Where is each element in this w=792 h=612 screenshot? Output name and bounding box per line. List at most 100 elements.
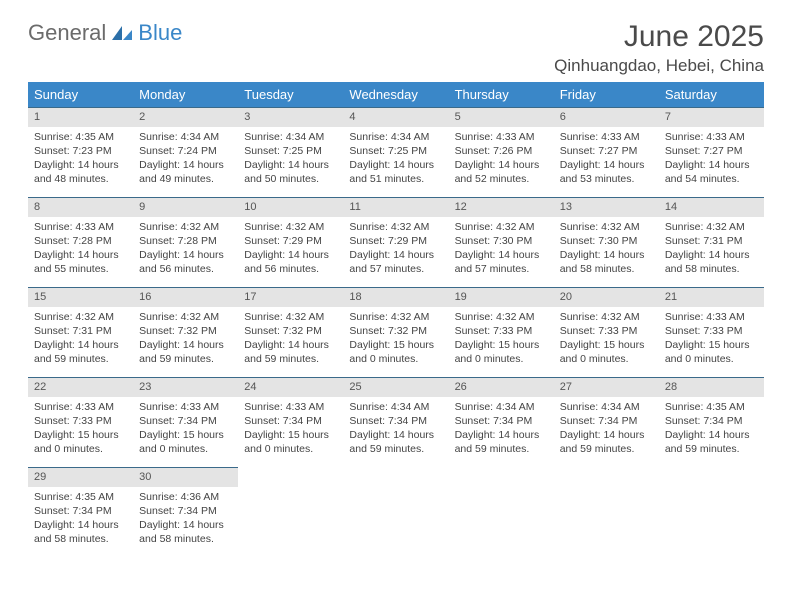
daylight-line: Daylight: 15 hours and 0 minutes. bbox=[349, 338, 442, 366]
day-cell: 16Sunrise: 4:32 AMSunset: 7:32 PMDayligh… bbox=[133, 287, 238, 377]
sunset-line: Sunset: 7:26 PM bbox=[455, 144, 548, 158]
sunrise-line: Sunrise: 4:36 AM bbox=[139, 490, 232, 504]
day-cell: 21Sunrise: 4:33 AMSunset: 7:33 PMDayligh… bbox=[659, 287, 764, 377]
daylight-line: Daylight: 14 hours and 59 minutes. bbox=[560, 428, 653, 456]
sunset-line: Sunset: 7:32 PM bbox=[244, 324, 337, 338]
sunset-line: Sunset: 7:24 PM bbox=[139, 144, 232, 158]
weekday-sunday: Sunday bbox=[28, 82, 133, 107]
day-number: 14 bbox=[659, 197, 764, 217]
day-cell: 2Sunrise: 4:34 AMSunset: 7:24 PMDaylight… bbox=[133, 107, 238, 197]
empty-cell bbox=[343, 467, 448, 557]
day-number: 23 bbox=[133, 377, 238, 397]
weekday-tuesday: Tuesday bbox=[238, 82, 343, 107]
day-number: 11 bbox=[343, 197, 448, 217]
day-body: Sunrise: 4:33 AMSunset: 7:27 PMDaylight:… bbox=[554, 127, 659, 193]
calendar-body: 1Sunrise: 4:35 AMSunset: 7:23 PMDaylight… bbox=[28, 107, 764, 557]
day-body: Sunrise: 4:32 AMSunset: 7:29 PMDaylight:… bbox=[343, 217, 448, 283]
daylight-line: Daylight: 14 hours and 48 minutes. bbox=[34, 158, 127, 186]
sunrise-line: Sunrise: 4:35 AM bbox=[665, 400, 758, 414]
day-body: Sunrise: 4:33 AMSunset: 7:33 PMDaylight:… bbox=[659, 307, 764, 373]
daylight-line: Daylight: 15 hours and 0 minutes. bbox=[455, 338, 548, 366]
day-number: 4 bbox=[343, 107, 448, 127]
weekday-header-row: Sunday Monday Tuesday Wednesday Thursday… bbox=[28, 82, 764, 107]
day-body: Sunrise: 4:34 AMSunset: 7:34 PMDaylight:… bbox=[343, 397, 448, 463]
sunrise-line: Sunrise: 4:34 AM bbox=[139, 130, 232, 144]
daylight-line: Daylight: 14 hours and 49 minutes. bbox=[139, 158, 232, 186]
day-number: 22 bbox=[28, 377, 133, 397]
sunrise-line: Sunrise: 4:33 AM bbox=[665, 130, 758, 144]
day-cell: 17Sunrise: 4:32 AMSunset: 7:32 PMDayligh… bbox=[238, 287, 343, 377]
sunset-line: Sunset: 7:33 PM bbox=[34, 414, 127, 428]
sunset-line: Sunset: 7:32 PM bbox=[349, 324, 442, 338]
day-number: 15 bbox=[28, 287, 133, 307]
daylight-line: Daylight: 14 hours and 59 minutes. bbox=[455, 428, 548, 456]
day-body: Sunrise: 4:33 AMSunset: 7:34 PMDaylight:… bbox=[238, 397, 343, 463]
sunset-line: Sunset: 7:29 PM bbox=[244, 234, 337, 248]
day-body: Sunrise: 4:34 AMSunset: 7:24 PMDaylight:… bbox=[133, 127, 238, 193]
weekday-thursday: Thursday bbox=[449, 82, 554, 107]
day-cell: 25Sunrise: 4:34 AMSunset: 7:34 PMDayligh… bbox=[343, 377, 448, 467]
day-number: 24 bbox=[238, 377, 343, 397]
day-cell: 11Sunrise: 4:32 AMSunset: 7:29 PMDayligh… bbox=[343, 197, 448, 287]
sunset-line: Sunset: 7:34 PM bbox=[244, 414, 337, 428]
month-title: June 2025 bbox=[554, 20, 764, 54]
weekday-friday: Friday bbox=[554, 82, 659, 107]
day-cell: 29Sunrise: 4:35 AMSunset: 7:34 PMDayligh… bbox=[28, 467, 133, 557]
daylight-line: Daylight: 14 hours and 51 minutes. bbox=[349, 158, 442, 186]
empty-cell bbox=[449, 467, 554, 557]
sunrise-line: Sunrise: 4:32 AM bbox=[139, 310, 232, 324]
sunset-line: Sunset: 7:23 PM bbox=[34, 144, 127, 158]
logo-text-blue: Blue bbox=[138, 20, 182, 46]
day-number: 3 bbox=[238, 107, 343, 127]
day-body: Sunrise: 4:32 AMSunset: 7:32 PMDaylight:… bbox=[133, 307, 238, 373]
daylight-line: Daylight: 14 hours and 58 minutes. bbox=[139, 518, 232, 546]
daylight-line: Daylight: 14 hours and 58 minutes. bbox=[560, 248, 653, 276]
day-number: 29 bbox=[28, 467, 133, 487]
daylight-line: Daylight: 14 hours and 59 minutes. bbox=[349, 428, 442, 456]
daylight-line: Daylight: 15 hours and 0 minutes. bbox=[665, 338, 758, 366]
sunset-line: Sunset: 7:33 PM bbox=[665, 324, 758, 338]
sunset-line: Sunset: 7:34 PM bbox=[455, 414, 548, 428]
empty-cell bbox=[554, 467, 659, 557]
sunrise-line: Sunrise: 4:32 AM bbox=[455, 310, 548, 324]
day-cell: 13Sunrise: 4:32 AMSunset: 7:30 PMDayligh… bbox=[554, 197, 659, 287]
sunrise-line: Sunrise: 4:33 AM bbox=[665, 310, 758, 324]
sunset-line: Sunset: 7:30 PM bbox=[455, 234, 548, 248]
day-body: Sunrise: 4:34 AMSunset: 7:34 PMDaylight:… bbox=[449, 397, 554, 463]
daylight-line: Daylight: 15 hours and 0 minutes. bbox=[139, 428, 232, 456]
sunrise-line: Sunrise: 4:32 AM bbox=[244, 220, 337, 234]
sunset-line: Sunset: 7:25 PM bbox=[244, 144, 337, 158]
sunset-line: Sunset: 7:29 PM bbox=[349, 234, 442, 248]
day-cell: 12Sunrise: 4:32 AMSunset: 7:30 PMDayligh… bbox=[449, 197, 554, 287]
day-number: 25 bbox=[343, 377, 448, 397]
day-body: Sunrise: 4:33 AMSunset: 7:26 PMDaylight:… bbox=[449, 127, 554, 193]
day-cell: 10Sunrise: 4:32 AMSunset: 7:29 PMDayligh… bbox=[238, 197, 343, 287]
day-number: 26 bbox=[449, 377, 554, 397]
daylight-line: Daylight: 14 hours and 59 minutes. bbox=[665, 428, 758, 456]
calendar-table: Sunday Monday Tuesday Wednesday Thursday… bbox=[28, 82, 764, 557]
sunrise-line: Sunrise: 4:33 AM bbox=[560, 130, 653, 144]
sunset-line: Sunset: 7:34 PM bbox=[34, 504, 127, 518]
day-number: 6 bbox=[554, 107, 659, 127]
calendar-row: 15Sunrise: 4:32 AMSunset: 7:31 PMDayligh… bbox=[28, 287, 764, 377]
day-body: Sunrise: 4:32 AMSunset: 7:31 PMDaylight:… bbox=[28, 307, 133, 373]
day-cell: 8Sunrise: 4:33 AMSunset: 7:28 PMDaylight… bbox=[28, 197, 133, 287]
day-number: 10 bbox=[238, 197, 343, 217]
sunrise-line: Sunrise: 4:34 AM bbox=[244, 130, 337, 144]
day-cell: 6Sunrise: 4:33 AMSunset: 7:27 PMDaylight… bbox=[554, 107, 659, 197]
day-cell: 7Sunrise: 4:33 AMSunset: 7:27 PMDaylight… bbox=[659, 107, 764, 197]
sunset-line: Sunset: 7:34 PM bbox=[560, 414, 653, 428]
sunrise-line: Sunrise: 4:32 AM bbox=[139, 220, 232, 234]
calendar-row: 29Sunrise: 4:35 AMSunset: 7:34 PMDayligh… bbox=[28, 467, 764, 557]
sunrise-line: Sunrise: 4:32 AM bbox=[34, 310, 127, 324]
day-body: Sunrise: 4:34 AMSunset: 7:25 PMDaylight:… bbox=[343, 127, 448, 193]
sunrise-line: Sunrise: 4:34 AM bbox=[349, 130, 442, 144]
day-cell: 1Sunrise: 4:35 AMSunset: 7:23 PMDaylight… bbox=[28, 107, 133, 197]
day-cell: 22Sunrise: 4:33 AMSunset: 7:33 PMDayligh… bbox=[28, 377, 133, 467]
day-cell: 15Sunrise: 4:32 AMSunset: 7:31 PMDayligh… bbox=[28, 287, 133, 377]
header: General Blue June 2025 Qinhuangdao, Hebe… bbox=[28, 20, 764, 76]
sunset-line: Sunset: 7:31 PM bbox=[665, 234, 758, 248]
day-number: 27 bbox=[554, 377, 659, 397]
empty-cell bbox=[238, 467, 343, 557]
day-body: Sunrise: 4:32 AMSunset: 7:32 PMDaylight:… bbox=[238, 307, 343, 373]
